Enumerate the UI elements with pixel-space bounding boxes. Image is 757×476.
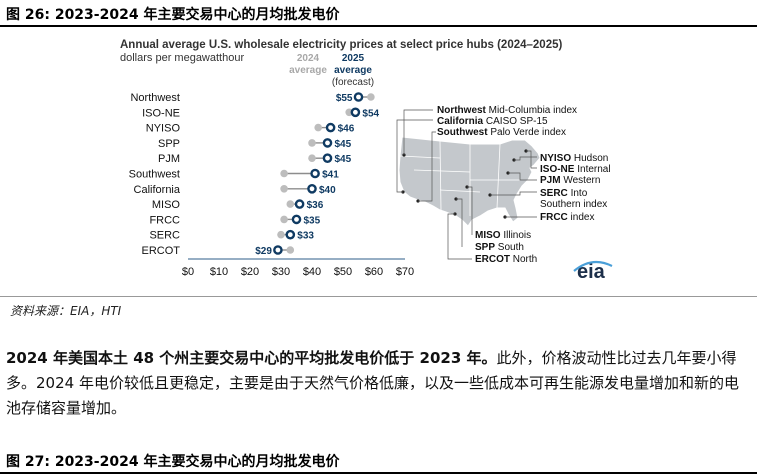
us-silhouette xyxy=(398,136,541,227)
chart-legend: 2024 average 2025 average (forecast) xyxy=(289,53,374,88)
map-label-serc-line2: Southern index xyxy=(540,199,607,210)
source-rule xyxy=(0,296,757,297)
x-tick-label: $10 xyxy=(210,266,228,278)
dot-2024-miso xyxy=(286,200,295,208)
dot-2025-northwest xyxy=(353,92,364,102)
map-label-ercot: ERCOT North xyxy=(475,254,537,265)
dot-2025-nyiso xyxy=(325,122,336,133)
figure-26-header: 图 26: 2023-2024 年主要交易中心的月均批发电价 xyxy=(0,0,757,27)
legend-2025-forecast: (forecast) xyxy=(332,77,374,88)
category-label-frcc: FRCC xyxy=(149,214,180,226)
dot-2024-ercot xyxy=(286,246,295,254)
map-label-southwest: Southwest Palo Verde index xyxy=(437,127,566,138)
map-label-isone: ISO-NE Internal xyxy=(540,164,611,175)
map-label-pjm: PJM Western xyxy=(540,175,600,186)
us-borders xyxy=(399,140,520,216)
category-label-ercot: ERCOT xyxy=(142,245,181,257)
value-label-pjm: $45 xyxy=(335,154,352,165)
dot-2025-iso-ne xyxy=(350,107,361,118)
map-label-nyiso: NYISO Hudson xyxy=(540,153,608,164)
category-label-california: California xyxy=(134,184,181,196)
header-rule-2 xyxy=(0,472,757,474)
dot-2025-miso xyxy=(294,199,305,209)
chart-unit-label: dollars per megawatthour xyxy=(120,52,244,64)
category-label-spp: SPP xyxy=(158,138,180,150)
x-tick-label: $20 xyxy=(241,266,259,278)
figure-26-caption: 图 26: 2023-2024 年主要交易中心的月均批发电价 xyxy=(6,7,340,23)
dot-2025-spp xyxy=(322,138,333,148)
value-label-california: $40 xyxy=(319,185,336,196)
map-label-serc: SERC Into xyxy=(540,188,588,199)
source-note: 资料来源：EIA，HTI xyxy=(10,304,122,318)
value-label-ercot: $29 xyxy=(255,246,272,257)
category-label-pjm: PJM xyxy=(158,153,180,165)
figure-27-header: 图 27: 2023-2024 年主要交易中心的月均批发电价 xyxy=(0,446,757,476)
dot-2024-serc xyxy=(277,230,285,239)
value-label-serc: $33 xyxy=(297,231,314,242)
legend-2025-label: average xyxy=(334,65,372,76)
eia-logo: eia xyxy=(573,260,613,283)
category-label-northwest: Northwest xyxy=(130,92,180,104)
dot-2025-pjm xyxy=(322,153,333,163)
legend-2024-year: 2024 xyxy=(297,53,320,64)
header-rule xyxy=(0,25,757,27)
category-label-iso-ne: ISO-NE xyxy=(142,107,180,119)
map-label-northwest: Northwest Mid-Columbia index xyxy=(437,105,577,116)
x-tick-label: $30 xyxy=(272,266,290,278)
x-tick-label: $40 xyxy=(303,266,321,278)
category-label-miso: MISO xyxy=(152,199,181,211)
value-label-spp: $45 xyxy=(335,139,352,150)
map-label-california: California CAISO SP-15 xyxy=(437,116,548,127)
x-tick-label: $60 xyxy=(365,266,383,278)
category-label-nyiso: NYISO xyxy=(146,123,181,135)
dot-2025-california xyxy=(307,183,317,194)
value-label-southwest: $41 xyxy=(322,170,339,181)
us-map xyxy=(396,109,541,260)
dot-2024-spp xyxy=(308,139,316,147)
value-label-iso-ne: $54 xyxy=(362,108,379,119)
chart-title: Annual average U.S. wholesale electricit… xyxy=(120,39,562,51)
dot-2024-pjm xyxy=(308,154,316,162)
value-label-northwest: $55 xyxy=(336,93,353,104)
category-label-southwest: Southwest xyxy=(129,169,180,181)
value-label-miso: $36 xyxy=(307,200,324,211)
dot-2025-frcc xyxy=(291,214,302,225)
legend-2025-year: 2025 xyxy=(342,53,365,64)
map-label-miso: MISO Illinois xyxy=(475,230,531,241)
x-tick-label: $70 xyxy=(396,266,414,278)
category-label-serc: SERC xyxy=(149,230,180,242)
dot-2024-northwest xyxy=(367,93,375,101)
leader-lines xyxy=(396,109,537,260)
value-label-nyiso: $46 xyxy=(338,124,355,135)
eia-logo-arc xyxy=(573,260,613,272)
value-label-frcc: $35 xyxy=(304,215,321,226)
figure-27-caption: 图 27: 2023-2024 年主要交易中心的月均批发电价 xyxy=(6,454,340,470)
plot-area: Northwest $55 ISO-NE $54 NYISO $46 SPP $45 PJM $4… xyxy=(129,92,415,278)
legend-2024-label: average xyxy=(289,65,327,76)
dot-2024-california xyxy=(280,185,288,193)
paragraph-body: 此外，价格波动性比过去几年要小得多。2024 年电价较低且更稳定，主要是由于天然… xyxy=(6,349,739,417)
x-tick-label: $0 xyxy=(182,266,194,278)
x-tick-label: $50 xyxy=(334,266,352,278)
dot-2025-serc xyxy=(285,229,296,240)
dot-2024-nyiso xyxy=(314,123,323,132)
dot-2025-ercot xyxy=(273,245,283,255)
paragraph-lead: 2024 年美国本土 48 个州主要交易中心的平均批发电价低于 2023 年。 xyxy=(6,349,497,367)
body-paragraph: 2024 年美国本土 48 个州主要交易中心的平均批发电价低于 2023 年。此… xyxy=(6,346,751,421)
dot-2024-frcc xyxy=(280,215,288,224)
eia-logo-text: eia xyxy=(577,261,606,283)
price-hub-chart: Annual average U.S. wholesale electricit… xyxy=(120,39,613,283)
dot-2025-southwest xyxy=(310,168,320,179)
map-label-spp: SPP South xyxy=(475,242,524,253)
map-labels: Northwest Mid-Columbia index California … xyxy=(437,105,611,265)
map-label-frcc: FRCC index xyxy=(540,212,594,223)
dot-2024-southwest xyxy=(280,169,288,178)
